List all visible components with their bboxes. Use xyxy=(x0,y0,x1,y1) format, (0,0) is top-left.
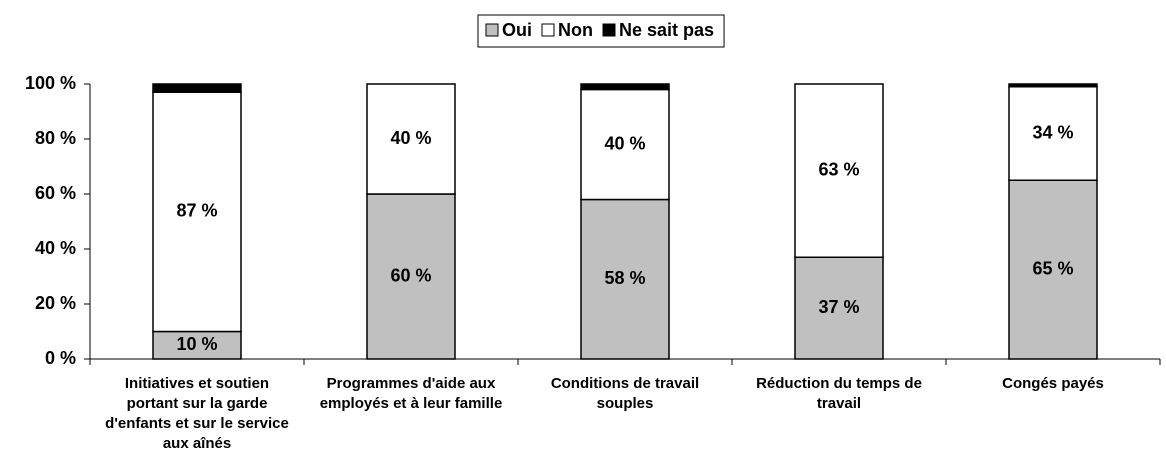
bar-segment xyxy=(152,91,242,333)
value-label: 37 % xyxy=(818,297,859,317)
legend-box xyxy=(477,14,725,48)
bar-segment xyxy=(580,83,670,91)
legend-swatch xyxy=(602,23,616,37)
y-tick-label: 80 % xyxy=(35,128,76,148)
x-tick-label: Programmes d'aide aux employés et à leur… xyxy=(319,375,503,412)
value-label: 63 % xyxy=(818,159,859,179)
bar-segment xyxy=(580,198,670,360)
value-label: 58 % xyxy=(604,268,645,288)
bar-segment xyxy=(1008,83,1098,88)
bar-segment xyxy=(366,83,456,195)
value-label: 65 % xyxy=(1032,258,1073,278)
x-tick-label: Réduction du temps de travail xyxy=(756,375,922,412)
bar-segment xyxy=(794,256,884,360)
bar-segment xyxy=(1008,86,1098,181)
value-label: 34 % xyxy=(1032,122,1073,142)
y-tick-label: 0 % xyxy=(45,348,76,368)
y-tick-label: 20 % xyxy=(35,293,76,313)
y-tick-label: 100 % xyxy=(25,73,76,93)
legend-label: Oui xyxy=(502,20,532,40)
bar-segment xyxy=(1008,179,1098,360)
legend-label: Non xyxy=(558,20,593,40)
bar-segment xyxy=(580,88,670,201)
legend: Oui Non Ne sait pas xyxy=(477,14,725,48)
y-tick-label: 60 % xyxy=(35,183,76,203)
value-label: 10 % xyxy=(176,334,217,354)
value-label: 40 % xyxy=(390,128,431,148)
bar-segment xyxy=(366,193,456,360)
x-tick-label: Initiatives et soutien portant sur la ga… xyxy=(105,375,289,452)
bar-segment xyxy=(152,330,242,360)
y-tick-label: 40 % xyxy=(35,238,76,258)
legend-swatch xyxy=(485,23,499,37)
value-label: 60 % xyxy=(390,265,431,285)
bar-segment xyxy=(152,83,242,93)
legend-label: Ne sait pas xyxy=(619,20,714,40)
x-tick-label: Congés payés xyxy=(1002,375,1104,392)
x-tick-label: Conditions de travail souples xyxy=(550,375,700,412)
legend-swatch xyxy=(541,23,555,37)
bar-segment xyxy=(794,83,884,258)
value-label: 40 % xyxy=(604,133,645,153)
value-label: 87 % xyxy=(176,201,217,221)
